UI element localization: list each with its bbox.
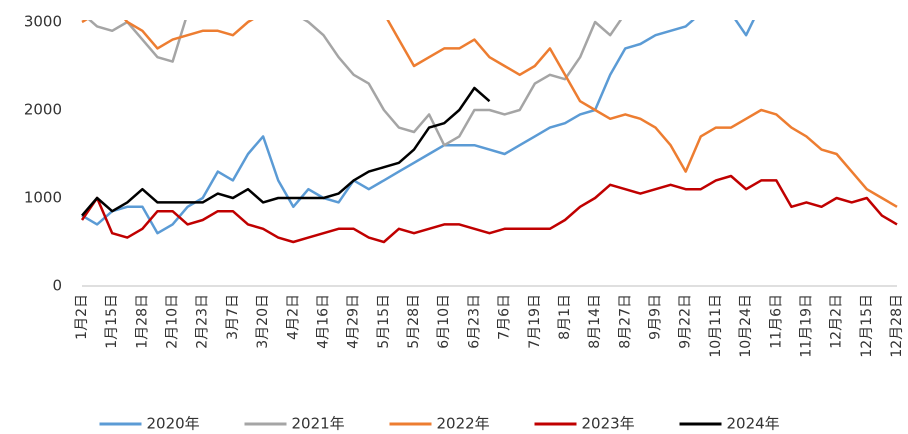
x-tick-label: 1月15日 <box>104 294 120 349</box>
x-tick-label: 3月20日 <box>255 294 271 349</box>
x-tick-label: 1月28日 <box>134 294 150 349</box>
x-tick-label: 4月2日 <box>285 294 301 340</box>
x-tick-label: 5月28日 <box>406 294 422 349</box>
legend-label: 2021年 <box>292 415 345 433</box>
x-tick-label: 1月2日 <box>74 294 90 340</box>
x-tick-label: 8月27日 <box>617 294 633 349</box>
x-tick-label: 8月14日 <box>587 294 603 349</box>
x-tick-label: 7月6日 <box>497 294 513 340</box>
x-tick-label: 2月23日 <box>195 294 211 349</box>
legend-label: 2020年 <box>147 415 200 433</box>
series-line <box>81 20 755 235</box>
x-tick-label: 5月15日 <box>376 294 392 349</box>
x-tick-label: 10月24日 <box>738 294 754 358</box>
x-tick-label: 6月10日 <box>436 294 452 349</box>
plot-area <box>80 20 898 244</box>
legend-label: 2023年 <box>582 415 635 433</box>
series-line <box>81 20 898 208</box>
x-tick-label: 7月19日 <box>527 294 543 349</box>
y-tick-label: 0 <box>52 277 62 295</box>
x-tick-label: 11月6日 <box>768 294 784 349</box>
legend-label: 2024年 <box>727 415 780 433</box>
x-tick-label: 9月9日 <box>648 294 664 340</box>
series-line <box>80 174 898 244</box>
y-tick-label: 2000 <box>24 101 62 119</box>
x-tick-label: 12月15日 <box>859 294 875 358</box>
x-tick-label: 12月28日 <box>889 294 905 358</box>
x-tick-label: 6月23日 <box>466 294 482 349</box>
y-tick-label: 1000 <box>24 189 62 207</box>
series-line <box>87 20 623 147</box>
x-tick-label: 4月29日 <box>346 294 362 349</box>
x-tick-label: 12月2日 <box>829 294 845 349</box>
legend-label: 2022年 <box>437 415 490 433</box>
x-tick-label: 3月7日 <box>225 294 241 340</box>
x-tick-label: 9月22日 <box>678 294 694 349</box>
series-line <box>81 86 491 217</box>
x-tick-label: 2月10日 <box>165 294 181 349</box>
x-tick-label: 8月1日 <box>557 294 573 340</box>
x-tick-label: 11月19日 <box>798 294 814 358</box>
y-tick-label: 3000 <box>24 13 62 31</box>
x-tick-label: 10月11日 <box>708 294 724 358</box>
x-tick-label: 4月16日 <box>315 294 331 349</box>
